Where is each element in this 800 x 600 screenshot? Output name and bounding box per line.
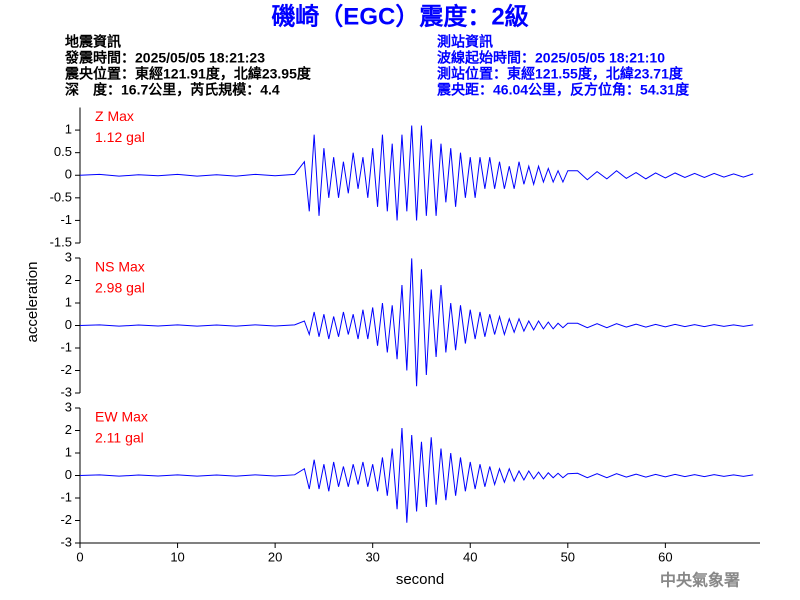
waveform: [79, 427, 754, 523]
event-info: 震央位置：東經121.91度，北緯23.95度: [64, 66, 312, 82]
event-info: 地震資訊: [65, 34, 121, 50]
y-tick-label: 1: [65, 122, 72, 137]
y-tick-label: 2: [65, 272, 72, 287]
y-tick-label: -1.5: [50, 234, 72, 249]
y-tick-label: 0: [65, 467, 72, 482]
footer: 中央氣象署: [660, 571, 740, 590]
x-tick-label: 10: [170, 549, 184, 564]
y-tick-label: 1: [65, 294, 72, 309]
y-tick-label: 0.5: [54, 144, 72, 159]
y-tick-label: 0: [65, 317, 72, 332]
event-info: 深 度：16.7公里，芮氏規模：4.4: [65, 82, 280, 98]
station-info: 測站資訊: [437, 34, 493, 50]
station-info: 測站位置：東經121.55度，北緯23.71度: [437, 66, 684, 82]
y-tick-label: -1: [60, 339, 72, 354]
y-tick-label: -0.5: [50, 189, 72, 204]
waveform: [79, 125, 754, 221]
station-info: 震央距：46.04公里，反方位角：54.31度: [436, 82, 690, 98]
annotation: 2.98 gal: [95, 280, 145, 296]
annotation: 2.11 gal: [95, 430, 144, 446]
x-tick-label: 0: [76, 549, 83, 564]
y-tick-label: 0: [65, 167, 72, 182]
x-tick-label: 20: [268, 549, 282, 564]
y-tick-label: 1: [65, 444, 72, 459]
y-axis-label: acceleration: [24, 262, 41, 343]
x-axis-label: second: [396, 571, 444, 588]
x-tick-label: 30: [365, 549, 379, 564]
station-info: 波線起始時間：2025/05/05 18:21:10: [437, 50, 665, 66]
x-tick-label: 50: [561, 549, 575, 564]
annotation: Z Max: [95, 108, 134, 124]
y-tick-label: -2: [60, 512, 72, 527]
y-tick-label: -1: [60, 489, 72, 504]
y-tick-label: -2: [60, 362, 72, 377]
y-tick-label: -1: [60, 212, 72, 227]
x-tick-label: 40: [463, 549, 477, 564]
y-tick-label: -3: [60, 384, 72, 399]
y-tick-label: 3: [65, 249, 72, 264]
event-info: 發震時間：2025/05/05 18:21:23: [64, 50, 265, 66]
annotation: NS Max: [95, 259, 145, 275]
x-tick-label: 60: [658, 549, 672, 564]
waveform: [79, 258, 754, 387]
annotation: 1.12 gal: [95, 129, 145, 145]
y-tick-label: 3: [65, 399, 72, 414]
y-tick-label: 2: [65, 422, 72, 437]
annotation: EW Max: [95, 409, 148, 425]
y-tick-label: -3: [60, 534, 72, 549]
title: 磯崎（EGC）震度：2級: [271, 2, 528, 30]
